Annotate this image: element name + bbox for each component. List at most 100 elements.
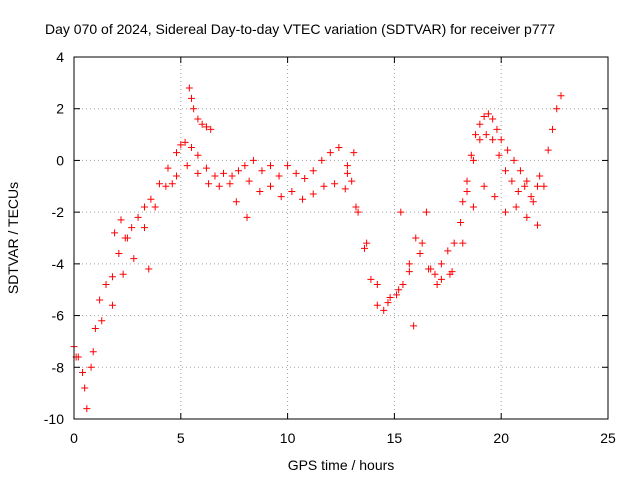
x-tick-labels: 0 5 10 15 20 25	[70, 430, 616, 446]
data-point	[501, 167, 509, 175]
data-point	[202, 123, 210, 131]
data-point	[480, 182, 488, 190]
data-point	[183, 162, 191, 170]
data-point	[373, 281, 381, 289]
data-point	[258, 167, 266, 175]
data-point	[275, 172, 283, 180]
data-point	[249, 156, 257, 164]
data-point	[480, 112, 488, 120]
y-tick-label: -2	[52, 204, 65, 220]
data-point	[534, 182, 542, 190]
data-point	[422, 208, 430, 216]
data-point	[119, 270, 127, 278]
data-point	[548, 125, 556, 133]
data-point	[108, 273, 116, 281]
data-point	[232, 198, 240, 206]
data-point	[256, 187, 264, 195]
data-point	[367, 275, 375, 283]
data-point	[245, 177, 253, 185]
data-point	[168, 180, 176, 188]
data-point	[476, 136, 484, 144]
data-point	[495, 151, 503, 159]
data-point	[128, 224, 136, 232]
data-point	[96, 296, 104, 304]
x-tick-label: 0	[70, 430, 78, 446]
x-tick-label: 5	[177, 430, 185, 446]
data-point	[523, 177, 531, 185]
data-point	[491, 193, 499, 201]
data-point	[450, 239, 458, 247]
data-point	[386, 293, 394, 301]
data-point	[418, 239, 426, 247]
data-point	[190, 105, 198, 113]
data-point	[288, 187, 296, 195]
data-point	[508, 177, 516, 185]
data-point	[352, 203, 360, 211]
data-point	[523, 213, 531, 221]
data-point	[140, 224, 148, 232]
data-point	[534, 221, 542, 229]
x-tick-label: 15	[387, 430, 403, 446]
data-point	[497, 136, 505, 144]
data-point	[412, 234, 420, 242]
data-point	[350, 149, 358, 157]
data-point	[181, 138, 189, 146]
y-tick-label: 4	[56, 49, 64, 65]
y-tick-label: 0	[56, 152, 64, 168]
x-tick-label: 20	[493, 430, 509, 446]
plot-frame	[73, 56, 609, 420]
data-point	[527, 193, 535, 201]
data-point	[343, 169, 351, 177]
data-point	[267, 182, 275, 190]
data-point	[284, 162, 292, 170]
data-point	[516, 167, 524, 175]
data-point	[504, 146, 512, 154]
chart-title: Day 070 of 2024, Sidereal Day-to-day VTE…	[45, 21, 555, 37]
data-point	[81, 384, 89, 392]
data-point	[194, 169, 202, 177]
data-point	[299, 195, 307, 203]
data-point	[117, 216, 125, 224]
grid	[74, 57, 608, 419]
data-point	[151, 203, 159, 211]
y-tick-label: 2	[56, 101, 64, 117]
data-point	[79, 368, 87, 376]
y-tick-label: -4	[52, 256, 65, 272]
data-point	[292, 169, 300, 177]
y-axis-label: SDTVAR / TECUs	[5, 182, 21, 294]
data-point	[115, 250, 123, 258]
y-tick-label: -6	[52, 308, 65, 324]
data-point	[241, 162, 249, 170]
data-point	[185, 84, 193, 92]
data-point	[463, 177, 471, 185]
data-point	[91, 325, 99, 332]
data-point	[155, 180, 163, 188]
data-point	[416, 250, 424, 258]
data-point	[301, 175, 309, 183]
data-point	[173, 149, 181, 157]
data-point	[87, 363, 95, 371]
data-point	[444, 247, 452, 255]
data-point	[226, 180, 234, 188]
data-point	[397, 208, 405, 216]
data-point	[472, 131, 480, 139]
data-point	[360, 244, 368, 252]
data-point	[529, 198, 537, 206]
data-point	[467, 151, 475, 159]
data-point	[111, 229, 119, 237]
data-point	[134, 213, 142, 221]
data-point	[194, 151, 202, 159]
data-point	[147, 195, 155, 203]
data-point	[384, 299, 392, 307]
data-point	[234, 167, 242, 175]
data-point	[89, 348, 97, 356]
data-point	[177, 141, 185, 149]
data-point	[433, 281, 441, 289]
data-point	[489, 136, 497, 144]
data-point	[162, 182, 170, 190]
data-point	[482, 131, 490, 139]
data-point	[493, 125, 501, 133]
data-point	[405, 260, 413, 268]
data-point	[463, 187, 471, 195]
data-point	[309, 167, 317, 175]
